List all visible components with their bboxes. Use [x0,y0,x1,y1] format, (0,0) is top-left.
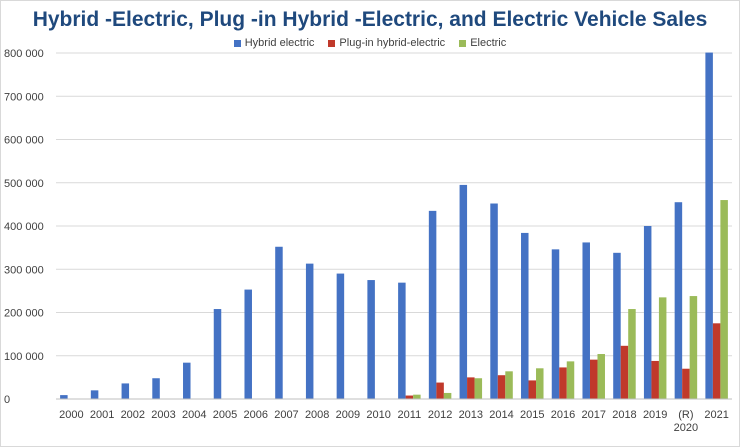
bar-plug-in-hybrid-electric-15 [528,380,537,399]
y-tick-label: 300 000 [4,264,44,276]
bar-electric-18 [628,309,636,399]
bar-plug-in-hybrid-electric-21 [712,323,721,399]
bar-plug-in-hybrid-electric-11 [405,395,414,399]
x-tick-label: 2017 [581,409,605,421]
chart-legend: Hybrid electric Plug-in hybrid-electric El… [0,37,740,49]
bar-plug-in-hybrid-electric-18 [620,345,629,399]
bar-electric-13 [474,378,483,399]
bar-plug-in-hybrid-electric-13 [467,377,475,399]
bar-hybrid-electric-13 [459,184,468,399]
bar-hybrid-electric-12 [428,210,437,399]
legend-item-1: Plug-in hybrid-electric [328,37,445,49]
x-tick-label: 2010 [366,409,390,421]
x-tick-label: (R) 2020 [674,409,698,434]
bar-plug-in-hybrid-electric-19 [651,360,659,399]
bar-electric-19 [658,297,667,399]
bar-electric-15 [536,368,544,399]
chart-title: Hybrid -Electric, Plug -in Hybrid -Elect… [32,8,708,31]
bar-hybrid-electric-2 [121,383,130,399]
y-tick-label: 500 000 [4,178,44,190]
y-tick-label: 100 000 [4,351,44,363]
legend-swatch [328,39,336,47]
bar-electric-12 [443,392,452,399]
legend-label: Hybrid electric [244,37,315,49]
x-tick-label: 2003 [151,409,175,421]
bar-hybrid-electric-6 [244,289,252,399]
x-tick-label: 2019 [643,409,667,421]
bar-hybrid-electric-5 [213,309,222,399]
x-tick-label: 2015 [520,409,544,421]
x-tick-label: 2011 [398,409,422,421]
x-tick-label: 2002 [121,409,145,421]
x-tick-label: 2005 [213,409,237,421]
x-tick-label: 2014 [489,409,513,421]
bar-hybrid-electric-7 [275,246,283,399]
legend-swatch [233,39,241,47]
bar-electric-17 [597,354,605,399]
bar-electric-21 [720,200,728,399]
legend-item-2: Electric [459,37,506,49]
legend-label: Electric [470,37,507,49]
bar-hybrid-electric-8 [305,263,314,399]
y-tick-label: 200 000 [4,308,44,320]
y-tick-label: 700 000 [4,91,44,103]
bar-plug-in-hybrid-electric-12 [436,382,444,399]
bar-hybrid-electric-4 [183,362,191,399]
bar-plug-in-hybrid-electric-20 [682,368,690,399]
bar-hybrid-electric-16 [551,249,560,399]
x-tick-label: 2012 [428,409,452,421]
x-tick-label: 2007 [274,409,298,421]
bar-plug-in-hybrid-electric-14 [497,375,506,399]
legend-label: Plug-in hybrid-electric [339,37,446,49]
x-tick-label: 2009 [336,409,360,421]
bar-hybrid-electric-0 [60,395,68,399]
legend-swatch [459,39,467,47]
bar-plug-in-hybrid-electric-16 [559,367,567,399]
x-tick-label: 2013 [459,409,483,421]
bar-hybrid-electric-17 [582,242,590,399]
x-tick-label: 2018 [612,409,636,421]
bar-hybrid-electric-15 [521,232,529,399]
x-tick-label: 2006 [243,409,267,421]
bar-hybrid-electric-11 [398,282,406,399]
bar-hybrid-electric-9 [336,273,345,399]
bar-hybrid-electric-19 [643,226,652,399]
bar-electric-11 [413,394,421,399]
x-tick-label: 2008 [305,409,329,421]
x-tick-label: 2001 [90,409,114,421]
y-tick-label: 800 000 [4,48,44,60]
y-tick-label: 400 000 [4,221,44,233]
bar-plug-in-hybrid-electric-17 [589,359,598,399]
bar-hybrid-electric-18 [613,252,621,399]
bar-hybrid-electric-1 [90,390,99,399]
bar-electric-20 [689,296,698,399]
bar-hybrid-electric-21 [705,52,713,399]
x-tick-label: 2021 [704,409,728,421]
bar-hybrid-electric-20 [674,202,683,399]
y-tick-label: 600 000 [4,135,44,147]
y-tick-label: 0 [4,394,10,406]
bar-hybrid-electric-10 [367,280,375,399]
x-tick-label: 2004 [182,409,206,421]
bar-electric-14 [505,371,513,399]
bar-electric-16 [566,361,575,399]
legend-item-0: Hybrid electric [233,37,315,49]
bar-hybrid-electric-3 [152,378,160,399]
x-tick-label: 2000 [59,409,83,421]
bar-hybrid-electric-14 [490,203,498,399]
x-tick-label: 2016 [551,409,575,421]
